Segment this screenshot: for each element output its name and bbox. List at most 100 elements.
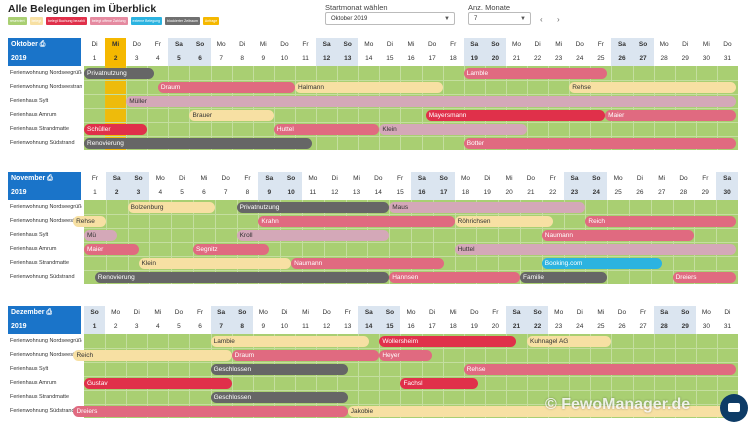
day-number-cell[interactable]: 19 (483, 189, 491, 196)
booking-bar[interactable]: Naumann (291, 257, 444, 269)
day-number-cell[interactable]: 26 (611, 52, 633, 66)
day-number-cell[interactable]: 21 (527, 189, 535, 196)
booking-bar[interactable]: Mayersmann (425, 109, 606, 121)
day-number-cell[interactable]: 5 (168, 52, 190, 66)
unit-label[interactable]: Ferienhaus Strandmatte (10, 260, 70, 266)
print-icon[interactable]: ⎙ (37, 41, 46, 48)
booking-bar[interactable]: Hannsen (389, 271, 520, 283)
unit-label[interactable]: Ferienwohnung Nordseegrüße (10, 204, 82, 210)
day-number-cell[interactable]: 26 (618, 323, 626, 330)
day-number-cell[interactable]: 24 (576, 55, 584, 62)
day-number-cell[interactable]: 10 (280, 323, 289, 330)
unit-label[interactable]: Ferienwohnung Nordseegrüße (10, 338, 82, 344)
booking-bar[interactable]: Maier (605, 109, 736, 121)
next-month-button[interactable]: › (557, 15, 560, 24)
day-number-cell[interactable]: 12 (316, 52, 338, 66)
booking-bar[interactable]: Rehse (569, 81, 736, 93)
unit-label[interactable]: Ferienwohnung Südstrand (10, 274, 75, 280)
day-number-cell[interactable]: 18 (449, 55, 457, 62)
unit-label[interactable]: Ferienhaus Amrum (10, 112, 57, 118)
unit-label[interactable]: Ferienwohnung Südstrand (10, 408, 75, 414)
day-number-cell[interactable]: 6 (198, 323, 202, 330)
booking-bar[interactable]: Rehse (463, 363, 736, 375)
unit-label[interactable]: Ferienwohnung Nordseegrüße (10, 70, 82, 76)
day-number-cell[interactable]: 22 (549, 189, 557, 196)
booking-bar[interactable]: Dreiers (73, 405, 348, 417)
occupancy-grid[interactable] (84, 66, 738, 150)
booking-bar[interactable]: Maus (389, 201, 586, 213)
unit-label[interactable]: Ferienwohnung Südstrand (10, 140, 75, 146)
day-number-cell[interactable]: 8 (240, 55, 245, 62)
booking-bar[interactable]: Halmann (294, 81, 443, 93)
booking-bar[interactable]: Brauer (189, 109, 274, 121)
unit-label[interactable]: Ferienwohnung Nordseestrand (10, 84, 82, 90)
booking-bar[interactable]: Draum (157, 81, 295, 93)
day-number-cell[interactable]: 13 (344, 323, 352, 330)
booking-bar[interactable]: Lambie (210, 335, 369, 347)
day-number-cell[interactable]: 5 (180, 189, 184, 196)
booking-bar[interactable]: Fachsl (400, 377, 479, 389)
booking-bar[interactable]: Reich (585, 215, 736, 227)
day-number-cell[interactable]: 29 (674, 320, 696, 334)
day-number-cell[interactable]: 1 (92, 55, 97, 62)
day-number-cell[interactable]: 28 (660, 55, 668, 62)
booking-bar[interactable]: Reich (73, 349, 232, 361)
day-number-cell[interactable]: 25 (597, 323, 605, 330)
booking-bar[interactable]: Privatnutzung (84, 67, 154, 79)
day-number-cell[interactable]: 9 (261, 55, 266, 62)
booking-bar[interactable]: Klein (379, 123, 528, 135)
day-number-cell[interactable]: 28 (653, 320, 675, 334)
day-number-cell[interactable]: 14 (374, 189, 382, 196)
day-number-cell[interactable]: 2 (105, 52, 127, 66)
day-number-cell[interactable]: 17 (428, 323, 436, 330)
booking-bar[interactable]: Gustav (84, 377, 232, 389)
booking-bar[interactable]: Röhrichsen (454, 215, 553, 227)
booking-bar[interactable]: Wollersheim (379, 335, 517, 347)
start-month-select[interactable]: Oktober 2019 ▼ (325, 12, 455, 25)
day-number-cell[interactable]: 4 (156, 323, 160, 330)
day-number-cell[interactable]: 12 (331, 189, 339, 196)
occupancy-grid[interactable] (84, 334, 738, 418)
day-number-cell[interactable]: 19 (463, 52, 485, 66)
day-number-cell[interactable]: 21 (505, 320, 528, 334)
day-number-cell[interactable]: 3 (127, 186, 150, 200)
unit-label[interactable]: Ferienhaus Sylt (10, 98, 49, 104)
day-number-cell[interactable]: 17 (428, 55, 436, 62)
day-number-cell[interactable]: 16 (411, 186, 433, 200)
day-number-cell[interactable]: 19 (470, 323, 478, 330)
booking-bar[interactable]: Bolzenburg (127, 201, 215, 213)
day-number-cell[interactable]: 8 (231, 320, 253, 334)
booking-bar[interactable]: Geschlossen (210, 363, 348, 375)
day-number-cell[interactable]: 27 (658, 189, 666, 196)
day-number-cell[interactable]: 15 (379, 320, 401, 334)
day-number-cell[interactable]: 20 (505, 189, 513, 196)
print-icon[interactable]: ⎙ (45, 175, 53, 182)
unit-label[interactable]: Ferienhaus Strandmatte (10, 394, 70, 400)
booking-bar[interactable]: Jakobie (347, 405, 736, 417)
unit-label[interactable]: Ferienhaus Sylt (10, 366, 49, 372)
day-number-cell[interactable]: 4 (156, 55, 160, 62)
day-number-cell[interactable]: 25 (597, 55, 605, 62)
day-number-cell[interactable]: 2 (105, 186, 128, 200)
day-number-cell[interactable]: 11 (309, 189, 317, 196)
day-number-cell[interactable]: 1 (93, 189, 97, 196)
month-header[interactable]: Oktober ⎙ (8, 38, 81, 52)
occupancy-grid[interactable] (84, 200, 738, 284)
day-number-cell[interactable]: 27 (632, 52, 654, 66)
day-number-cell[interactable]: 6 (189, 52, 211, 66)
unit-label[interactable]: Ferienhaus Sylt (10, 232, 49, 238)
booking-bar[interactable]: Müller (126, 95, 736, 107)
booking-bar[interactable]: Lamble (463, 67, 608, 79)
booking-bar[interactable]: Rehse (73, 215, 106, 227)
day-number-cell[interactable]: 16 (407, 55, 415, 62)
booking-bar[interactable]: Renovierung (94, 271, 390, 283)
day-number-cell[interactable]: 23 (555, 55, 563, 62)
booking-bar[interactable]: Heyer (379, 349, 433, 361)
booking-bar[interactable]: Draum (231, 349, 380, 361)
day-number-cell[interactable]: 15 (396, 189, 404, 196)
day-number-cell[interactable]: 27 (639, 323, 647, 330)
day-number-cell[interactable]: 6 (202, 189, 206, 196)
day-number-cell[interactable]: 24 (576, 323, 584, 330)
booking-bar[interactable]: Krahn (258, 215, 455, 227)
booking-bar[interactable]: Kroll (236, 229, 390, 241)
